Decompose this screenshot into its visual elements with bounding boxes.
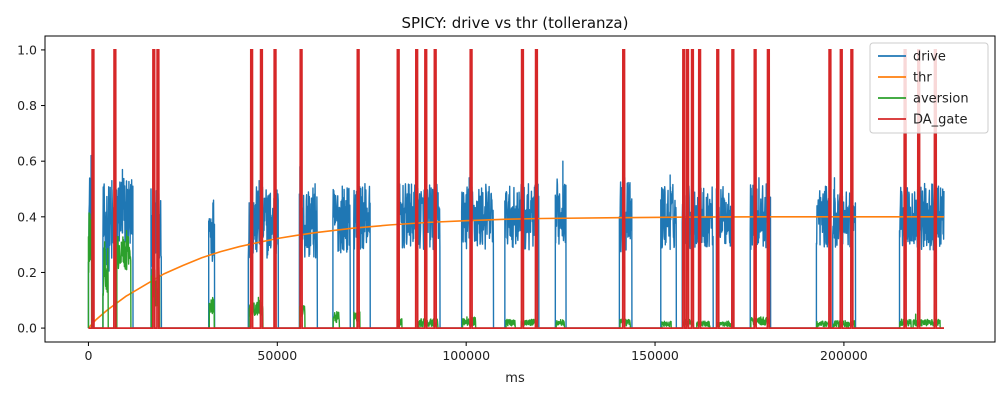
legend-label-da-gate: DA_gate xyxy=(913,113,968,128)
y-tick-label: 0.6 xyxy=(17,154,37,169)
y-tick-label: 0.2 xyxy=(17,265,37,280)
series-line-thr xyxy=(87,216,945,329)
x-tick-label: 200000 xyxy=(820,348,868,363)
legend: drive thr aversion DA_gate xyxy=(869,42,989,134)
x-tick-label: 0 xyxy=(84,348,92,363)
x-tick-label: 150000 xyxy=(631,348,679,363)
plot-frame xyxy=(44,35,996,343)
chart-title: SPICY: drive vs thr (tolleranza) xyxy=(402,14,629,32)
y-tick-label: 0.0 xyxy=(17,321,37,336)
legend-box xyxy=(869,42,989,134)
x-axis: 0 50000 100000 150000 200000 xyxy=(84,342,868,363)
x-tick-label: 50000 xyxy=(257,348,297,363)
y-axis: 0.0 0.2 0.4 0.6 0.8 1.0 xyxy=(17,42,45,336)
legend-label-thr: thr xyxy=(913,71,932,86)
legend-label-aversion: aversion xyxy=(913,92,969,107)
series-line-drive xyxy=(87,154,945,329)
legend-label-drive: drive xyxy=(913,50,946,65)
series-line-da-gate xyxy=(88,49,945,329)
plot-area xyxy=(87,49,945,329)
y-tick-label: 1.0 xyxy=(17,42,37,57)
x-axis-label: ms xyxy=(505,371,525,386)
y-tick-label: 0.4 xyxy=(17,209,37,224)
x-tick-label: 100000 xyxy=(442,348,490,363)
series-layer xyxy=(87,49,945,329)
y-tick-label: 0.8 xyxy=(17,98,37,113)
